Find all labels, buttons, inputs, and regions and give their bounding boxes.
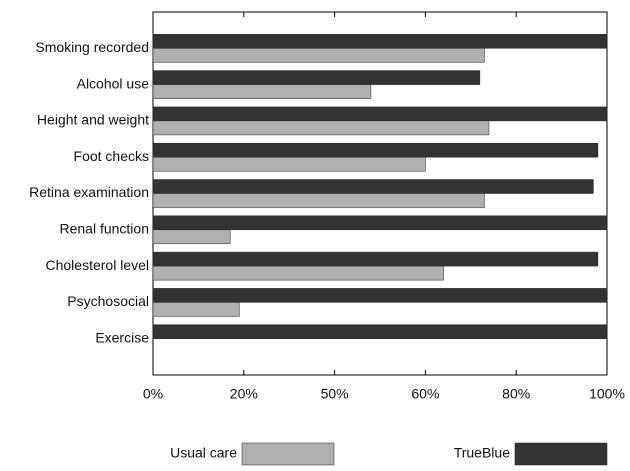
bar xyxy=(152,179,594,194)
bar xyxy=(152,156,426,172)
x-tick-label: 80% xyxy=(502,386,530,402)
bar xyxy=(152,229,231,245)
x-tick-label: 50% xyxy=(321,386,349,402)
y-tick-label: Renal function xyxy=(59,221,149,237)
x-tick-label: 100% xyxy=(589,386,625,402)
x-tick-label: 0% xyxy=(143,386,163,402)
y-tick-label: Height and weight xyxy=(37,112,149,128)
bar xyxy=(152,288,608,303)
x-tick-label: 20% xyxy=(230,386,258,402)
bar xyxy=(152,120,490,136)
bar xyxy=(152,48,485,63)
bar xyxy=(152,302,240,317)
y-tick-label: Retina examination xyxy=(29,184,149,200)
legend-swatch xyxy=(241,442,335,466)
legend-swatch xyxy=(514,442,608,466)
bar xyxy=(152,70,481,85)
legend-label: Usual care xyxy=(170,445,237,461)
y-tick-label: Foot checks xyxy=(74,148,149,164)
x-tick-label: 60% xyxy=(411,386,439,402)
y-tick-label: Exercise xyxy=(95,329,149,345)
bar xyxy=(152,251,599,267)
bar xyxy=(152,324,608,339)
bar xyxy=(152,34,608,49)
bar xyxy=(152,215,608,231)
bar xyxy=(152,265,444,281)
y-tick-label: Psychosocial xyxy=(67,293,149,309)
legend-label: TrueBlue xyxy=(454,445,511,461)
bar xyxy=(152,193,485,208)
bar xyxy=(152,106,608,122)
bar xyxy=(152,142,599,158)
bar xyxy=(152,84,372,99)
y-tick-label: Smoking recorded xyxy=(35,39,149,55)
y-tick-label: Alcohol use xyxy=(77,75,150,91)
y-tick-label: Cholesterol level xyxy=(46,257,150,273)
